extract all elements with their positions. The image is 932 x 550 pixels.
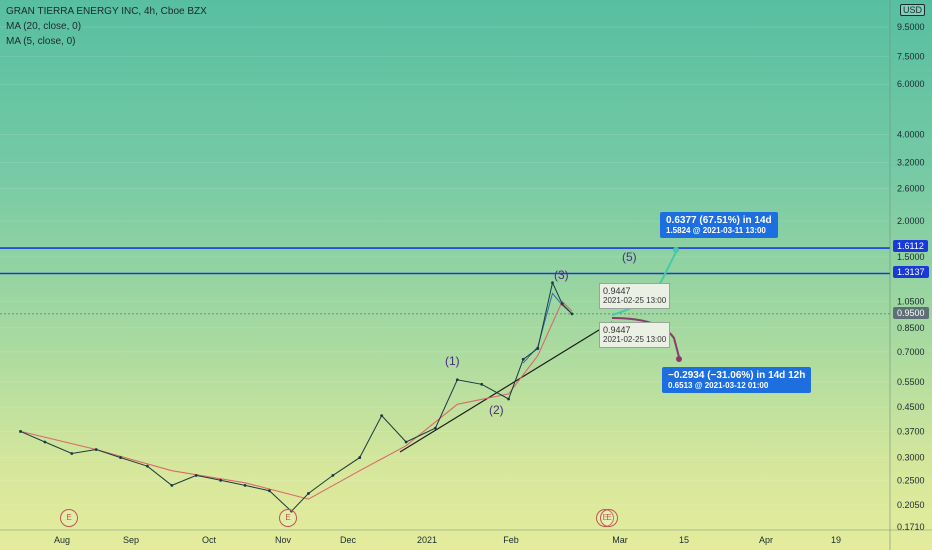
price-point [119,456,122,459]
price-point [219,478,223,482]
price-tick-label: 7.5000 [897,51,925,61]
price-tick-label: 0.5500 [897,377,925,387]
price-note-lower[interactable]: 0.9447 2021-02-25 13:00 [599,322,671,348]
note-upper-value: 0.9447 [603,286,631,296]
price-point [268,489,271,493]
price-point [170,484,174,487]
price-point [551,281,554,285]
time-tick-label: Mar [612,535,628,545]
price-tick-label: 0.3000 [897,453,925,463]
price-point [331,474,335,477]
price-point [507,397,510,401]
projection-up-target: 1.5824 @ 2021-03-11 13:00 [666,226,766,235]
price-tick-label: 0.3700 [897,426,925,436]
price-point [455,378,459,382]
ma5-legend[interactable]: MA (5, close, 0) [6,36,76,47]
price-point [570,312,574,316]
price-tick-label: 1.5000 [897,252,925,262]
wave-label-3[interactable]: (3) [554,268,569,282]
projection-down-target: 0.6513 @ 2021-03-12 01:00 [668,381,769,390]
time-tick-label: 15 [679,535,689,545]
price-tick-label: 2.6000 [897,183,925,193]
price-point [19,430,22,433]
note-upper-time: 2021-02-25 13:00 [603,296,667,305]
price-point [146,464,149,468]
price-point [307,492,310,495]
price-tick-label: 0.2500 [897,475,925,485]
projection-up-point[interactable] [673,247,679,253]
wave-label-5[interactable]: (5) [622,250,637,264]
price-label-level-low: 1.3137 [893,266,929,278]
grid-lines [0,26,890,528]
price-point [433,426,437,430]
projection-up-change: 0.6377 (67.51%) in 14d [666,215,772,226]
earnings-badge[interactable]: E [60,509,78,527]
symbol-title[interactable]: GRAN TIERRA ENERGY INC, 4h, Cboe BZX [6,6,207,17]
price-tick-label: 3.2000 [897,158,925,168]
price-tick-label: 0.4500 [897,402,925,412]
earnings-badge[interactable]: E [279,509,297,527]
price-tick-label: 0.2050 [897,500,925,510]
price-note-upper[interactable]: 0.9447 2021-02-25 13:00 [599,283,671,309]
time-axis[interactable]: Aug Sep Oct Nov Dec 2021 Feb Mar 15 Apr 19 [0,529,932,545]
price-tick-label: 6.0000 [897,79,925,89]
price-point [70,452,74,455]
price-point [194,474,198,477]
price-tick-label: 0.8500 [897,323,925,333]
projection-up-box[interactable]: 0.6377 (67.51%) in 14d 1.5824 @ 2021-03-… [660,212,778,238]
trendline[interactable] [399,321,613,453]
price-point [243,484,247,487]
price-tick-label: 4.0000 [897,130,925,140]
price-label-level-high: 1.6112 [893,240,928,252]
time-tick-label: Apr [759,535,773,545]
time-tick-label: Feb [503,535,519,545]
time-tick-label: 19 [831,535,841,545]
wave-label-2[interactable]: (2) [489,403,504,417]
time-tick-label: Sep [123,535,139,545]
price-point [358,456,362,459]
projection-down-box[interactable]: −0.2934 (−31.06%) in 14d 12h 0.6513 @ 20… [662,367,812,393]
price-point [536,347,540,350]
price-point [380,414,384,418]
time-tick-label: 2021 [417,535,437,545]
time-tick-label: Aug [54,535,70,545]
price-tick-label: 2.0000 [897,216,925,226]
currency-badge[interactable]: USD [900,4,926,16]
note-lower-value: 0.9447 [603,325,631,335]
price-tick-label: 0.7000 [897,347,925,357]
time-tick-label: Dec [340,535,357,545]
price-point [43,440,47,444]
price-tick-label: 9.5000 [897,22,925,32]
chart-legend: GRAN TIERRA ENERGY INC, 4h, Cboe BZX MA … [6,4,207,49]
time-tick-label: Nov [275,535,292,545]
price-point [521,357,525,361]
price-axis[interactable]: 9.5000 7.5000 6.0000 4.0000 3.2000 2.6000 2.00… [889,0,925,550]
wave-label-1[interactable]: (1) [445,354,460,368]
price-line [20,281,573,513]
price-point [480,382,484,386]
price-tick-label: 1.0500 [897,296,925,306]
price-point [404,440,408,444]
projection-down-point[interactable] [676,356,682,362]
note-lower-time: 2021-02-25 13:00 [603,335,667,344]
ma20-legend[interactable]: MA (20, close, 0) [6,21,82,32]
ma20-line [20,300,573,500]
price-point [94,448,98,451]
price-point [560,302,564,306]
time-tick-label: Oct [202,535,217,545]
projection-down-change: −0.2934 (−31.06%) in 14d 12h [668,370,806,381]
price-tick-label: 0.1710 [897,522,925,532]
earnings-badge[interactable]: E [600,509,618,527]
price-label-last: 0.9500 [893,307,929,319]
